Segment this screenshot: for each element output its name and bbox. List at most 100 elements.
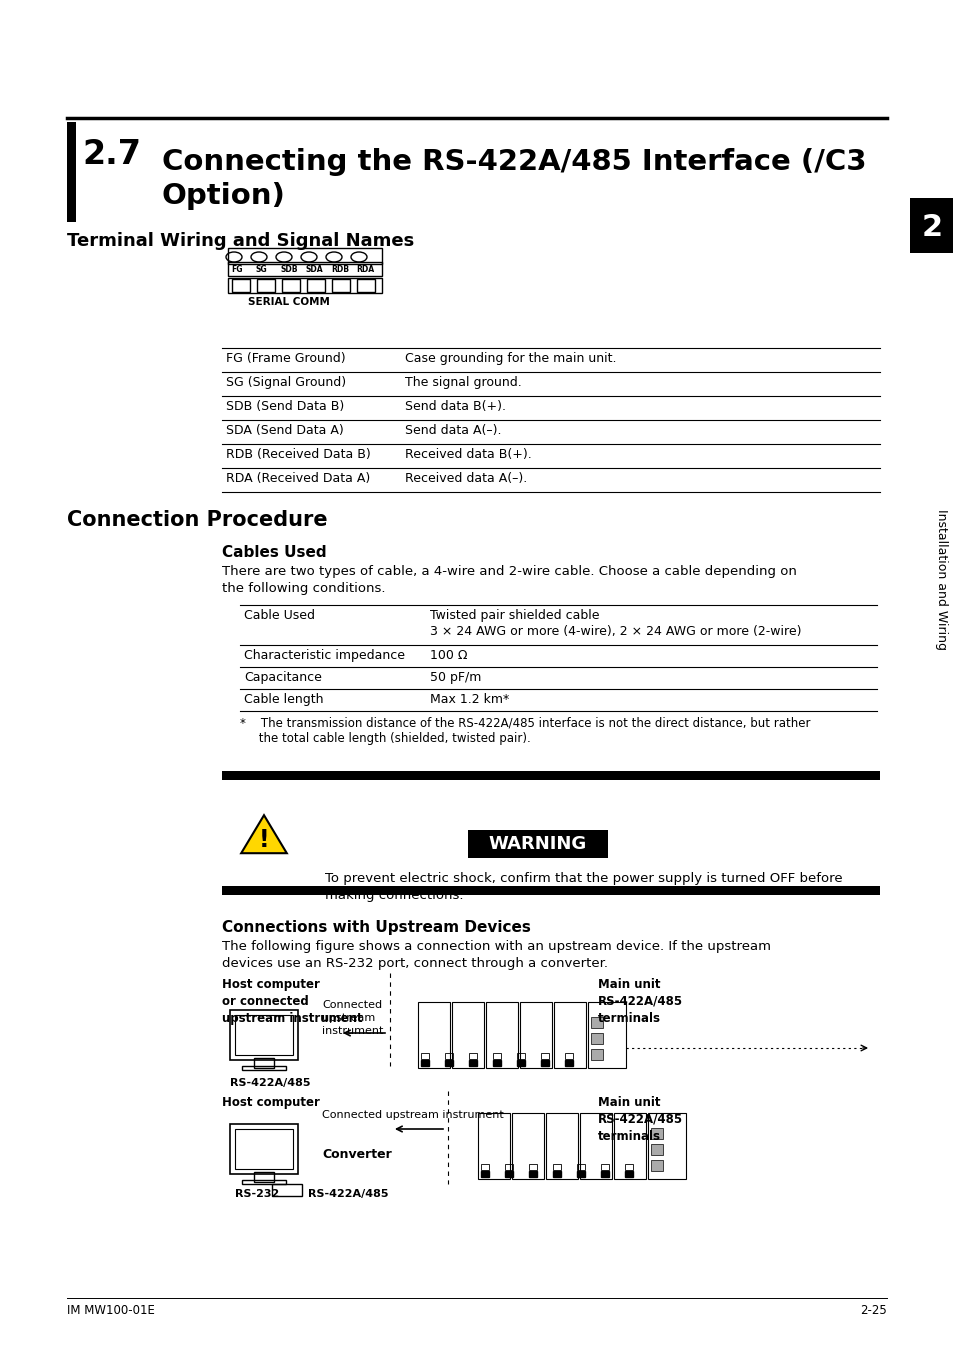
Bar	[512, 1112, 543, 1179]
Bar	[564, 1060, 573, 1066]
Bar	[67, 122, 76, 221]
Text: devices use an RS-232 port, connect through a converter.: devices use an RS-232 port, connect thro…	[222, 957, 607, 971]
Bar	[480, 1164, 489, 1170]
Bar	[577, 1164, 584, 1170]
Bar	[420, 1053, 429, 1058]
Bar	[222, 771, 879, 780]
Bar	[332, 279, 350, 292]
Bar	[650, 1143, 662, 1156]
Bar	[600, 1164, 608, 1170]
Bar	[468, 830, 607, 859]
Text: Option): Option)	[162, 182, 286, 211]
Bar	[540, 1060, 548, 1066]
Bar	[504, 1164, 513, 1170]
Bar	[577, 1170, 584, 1177]
Text: 100 Ω: 100 Ω	[430, 649, 467, 662]
Bar	[590, 1049, 602, 1060]
Text: IM MW100-01E: IM MW100-01E	[67, 1304, 154, 1318]
Text: Converter: Converter	[322, 1148, 392, 1161]
Text: FG (Frame Ground): FG (Frame Ground)	[226, 352, 345, 365]
Bar	[650, 1160, 662, 1170]
Bar	[647, 1112, 685, 1179]
Bar	[529, 1170, 537, 1177]
Text: RDA (Received Data A): RDA (Received Data A)	[226, 472, 370, 485]
Text: *    The transmission distance of the RS-422A/485 interface is not the direct di: * The transmission distance of the RS-42…	[240, 717, 810, 730]
Bar	[554, 1002, 585, 1068]
Bar	[529, 1164, 537, 1170]
Text: Connections with Upstream Devices: Connections with Upstream Devices	[222, 919, 530, 936]
Text: 2.7: 2.7	[82, 139, 141, 171]
Bar	[624, 1170, 633, 1177]
Text: There are two types of cable, a 4-wire and 2-wire cable. Choose a cable dependin: There are two types of cable, a 4-wire a…	[222, 566, 796, 578]
Bar	[909, 198, 953, 252]
Text: SDA: SDA	[306, 265, 323, 274]
Bar	[253, 1172, 274, 1183]
Text: Send data B(+).: Send data B(+).	[405, 400, 505, 413]
Text: !: !	[258, 828, 269, 852]
Polygon shape	[241, 815, 287, 853]
Text: Connecting the RS-422A/485 Interface (/C3: Connecting the RS-422A/485 Interface (/C…	[162, 148, 865, 176]
Bar	[256, 279, 274, 292]
Text: 2-25: 2-25	[860, 1304, 886, 1318]
Bar	[553, 1164, 560, 1170]
Bar	[417, 1002, 450, 1068]
Bar	[242, 1066, 286, 1071]
Text: Case grounding for the main unit.: Case grounding for the main unit.	[405, 352, 616, 365]
Bar	[590, 1033, 602, 1044]
Text: The signal ground.: The signal ground.	[405, 377, 521, 389]
Bar	[517, 1053, 524, 1058]
Text: SG (Signal Ground): SG (Signal Ground)	[226, 377, 346, 389]
Text: Main unit
RS-422A/485
terminals: Main unit RS-422A/485 terminals	[598, 1096, 682, 1143]
Text: making connections.: making connections.	[325, 890, 463, 902]
Text: Terminal Wiring and Signal Names: Terminal Wiring and Signal Names	[67, 232, 414, 250]
Text: 2: 2	[921, 212, 942, 242]
Bar	[230, 1010, 297, 1060]
Bar	[444, 1060, 453, 1066]
Bar	[272, 1184, 302, 1196]
Text: SG: SG	[255, 265, 268, 274]
Text: Host computer: Host computer	[222, 1096, 319, 1108]
Bar	[504, 1170, 513, 1177]
Bar	[485, 1002, 517, 1068]
Text: Main unit
RS-422A/485
terminals: Main unit RS-422A/485 terminals	[598, 977, 682, 1025]
Text: Received data A(–).: Received data A(–).	[405, 472, 527, 485]
Text: Connected upstream instrument: Connected upstream instrument	[322, 1110, 503, 1120]
Text: the following conditions.: the following conditions.	[222, 582, 385, 595]
Bar	[614, 1112, 645, 1179]
Text: Installation and Wiring: Installation and Wiring	[935, 509, 947, 651]
Text: FG: FG	[231, 265, 242, 274]
Bar	[307, 279, 325, 292]
Bar	[253, 1058, 274, 1068]
Bar	[232, 279, 250, 292]
Text: RDB: RDB	[331, 265, 349, 274]
Text: Connection Procedure: Connection Procedure	[67, 510, 327, 531]
Bar	[480, 1170, 489, 1177]
Text: To prevent electric shock, confirm that the power supply is turned OFF before: To prevent electric shock, confirm that …	[325, 872, 841, 886]
Text: SDA (Send Data A): SDA (Send Data A)	[226, 424, 343, 437]
Text: Received data B(+).: Received data B(+).	[405, 448, 531, 460]
Bar	[564, 1053, 573, 1058]
Text: Twisted pair shielded cable: Twisted pair shielded cable	[430, 609, 598, 622]
Bar	[545, 1112, 578, 1179]
Text: Host computer
or connected
upstream instrument: Host computer or connected upstream inst…	[222, 977, 362, 1025]
Bar	[234, 1015, 293, 1054]
Bar	[553, 1170, 560, 1177]
Text: 3 × 24 AWG or more (4-wire), 2 × 24 AWG or more (2-wire): 3 × 24 AWG or more (4-wire), 2 × 24 AWG …	[430, 625, 801, 639]
Bar	[444, 1053, 453, 1058]
Text: SDB: SDB	[281, 265, 298, 274]
Bar	[600, 1170, 608, 1177]
Text: RS-422A/485: RS-422A/485	[308, 1189, 388, 1199]
Bar	[477, 1112, 510, 1179]
Bar	[242, 1180, 286, 1184]
Bar	[650, 1129, 662, 1139]
Text: The following figure shows a connection with an upstream device. If the upstream: The following figure shows a connection …	[222, 940, 770, 953]
Bar	[590, 1017, 602, 1027]
Bar	[452, 1002, 483, 1068]
Bar	[228, 278, 381, 293]
Bar	[228, 262, 381, 275]
Text: Send data A(–).: Send data A(–).	[405, 424, 501, 437]
Text: Cable length: Cable length	[244, 693, 323, 706]
Text: Cables Used: Cables Used	[222, 545, 326, 560]
Bar	[228, 248, 381, 265]
Bar	[624, 1164, 633, 1170]
